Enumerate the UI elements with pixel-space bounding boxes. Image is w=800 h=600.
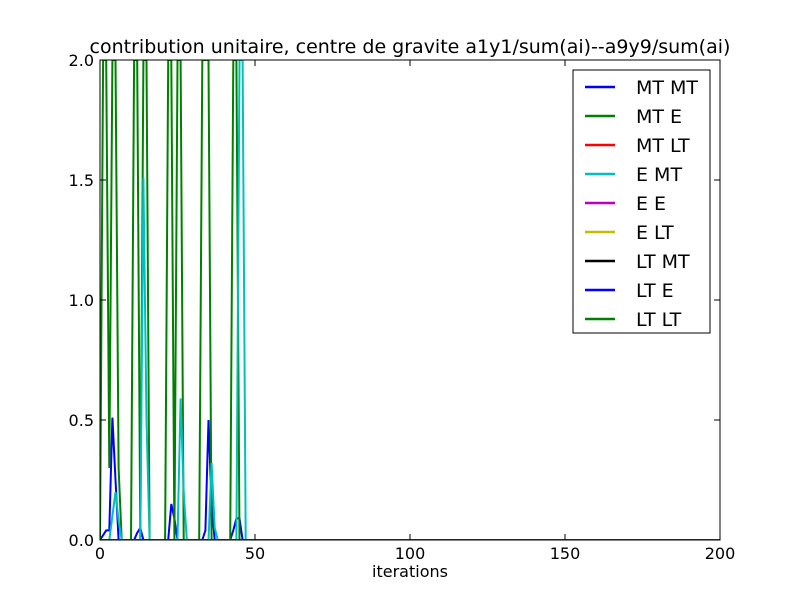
y-tick-label: 2.0 [69, 51, 94, 70]
x-axis-title: iterations [372, 562, 448, 581]
chart-title: contribution unitaire, centre de gravite… [90, 36, 731, 58]
y-tick-label: 1.5 [69, 171, 94, 190]
legend-label: LT MT [636, 251, 690, 273]
series-line-mt-mt [100, 417, 720, 540]
x-tick-label: 100 [395, 544, 426, 563]
legend-label: E LT [636, 222, 674, 244]
legend: MT MT MT E MT LT E MT E E E LT LT MT LT E LT LT [572, 69, 711, 334]
series-line-e-mt [100, 60, 720, 540]
x-tick-label: 0 [95, 544, 105, 563]
legend-label: MT LT [636, 135, 690, 157]
x-tick-label: 200 [705, 544, 736, 563]
legend-label: E E [636, 193, 666, 215]
legend-label: LT E [636, 280, 674, 302]
legend-label: MT E [636, 106, 682, 128]
x-tick-label: 150 [550, 544, 581, 563]
y-tick-label: 0.5 [69, 411, 94, 430]
x-tick-label: 50 [245, 544, 265, 563]
legend-label: E MT [636, 164, 682, 186]
plot-area: 0 50 100 150 200 0.0 0.5 1.0 1.5 2.0 [69, 51, 736, 563]
y-tick-label: 0.0 [69, 531, 94, 550]
legend-label: MT MT [636, 77, 698, 99]
series-group [100, 60, 720, 540]
y-tick-label: 1.0 [69, 291, 94, 310]
legend-label: LT LT [636, 309, 682, 331]
series-line-mt-e [100, 60, 720, 540]
